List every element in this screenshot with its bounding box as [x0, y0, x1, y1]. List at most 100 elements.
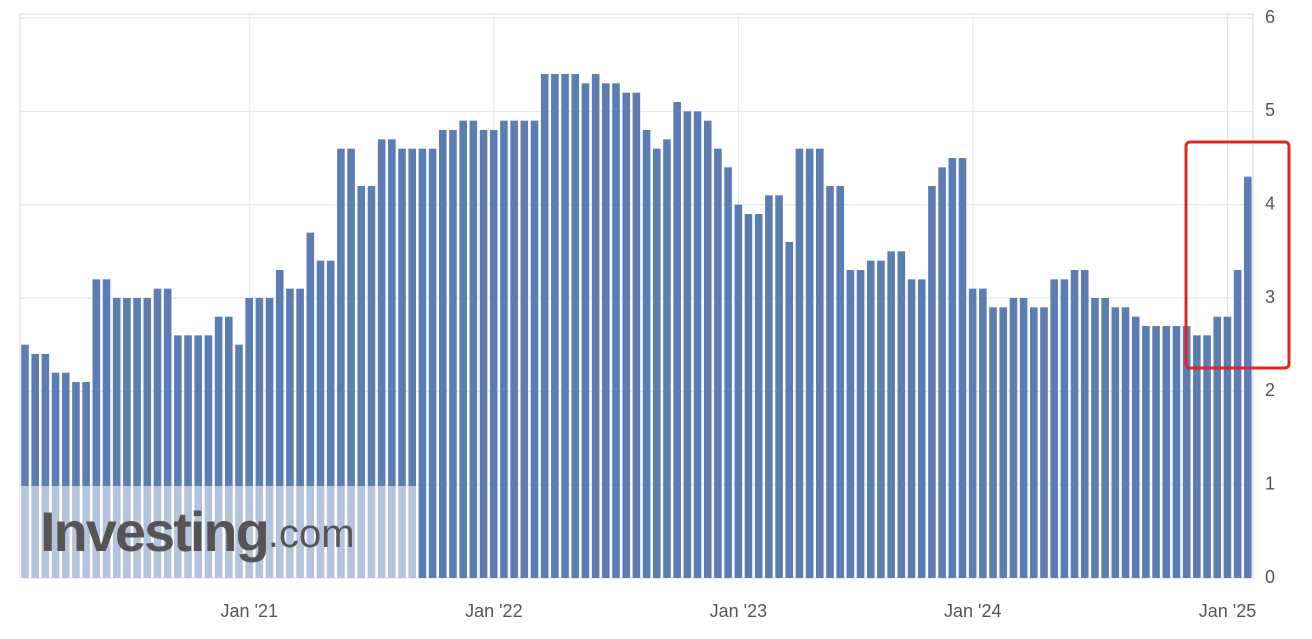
- bar: [846, 270, 855, 578]
- bar: [581, 83, 590, 578]
- bar: [1050, 279, 1058, 578]
- bar: [123, 298, 131, 578]
- bar: [612, 83, 620, 578]
- bar: [174, 335, 182, 578]
- bar: [388, 139, 396, 579]
- bar: [225, 316, 233, 578]
- bar: [469, 120, 478, 579]
- bar: [326, 260, 335, 578]
- bar: [377, 139, 386, 579]
- bar: [408, 148, 417, 578]
- bar: [1203, 335, 1211, 578]
- bar: [245, 298, 253, 578]
- bar: [1070, 270, 1079, 578]
- bar: [1142, 326, 1150, 578]
- bar: [255, 298, 264, 578]
- watermark: Investing.com: [40, 500, 355, 563]
- bar: [1213, 316, 1222, 578]
- bar: [785, 242, 794, 578]
- bar: [571, 74, 580, 578]
- bar: [734, 204, 743, 578]
- bar: [418, 148, 427, 578]
- x-tick-label: Jan '25: [1199, 601, 1256, 621]
- bar: [928, 186, 936, 578]
- bar: [143, 298, 152, 578]
- bar: [1121, 307, 1130, 578]
- bar: [968, 288, 977, 578]
- bar: [754, 214, 763, 578]
- y-tick-label: 2: [1265, 380, 1275, 400]
- bar: [693, 111, 702, 578]
- y-tick-label: 4: [1265, 193, 1275, 213]
- bar: [438, 130, 447, 578]
- bar: [520, 120, 529, 579]
- bar: [1060, 279, 1069, 578]
- y-tick-label: 1: [1265, 473, 1275, 493]
- bar: [663, 139, 671, 579]
- bar: [1101, 298, 1109, 578]
- bar: [714, 148, 722, 578]
- bar: [877, 260, 885, 578]
- bar: [102, 279, 111, 578]
- bar: [561, 74, 569, 578]
- bar: [112, 298, 121, 578]
- bars: [21, 74, 1252, 579]
- x-tick-label: Jan '21: [221, 601, 278, 621]
- bar: [235, 344, 243, 578]
- bar: [286, 288, 294, 578]
- x-tick-label: Jan '22: [465, 601, 522, 621]
- bar: [673, 102, 681, 578]
- bar: [204, 335, 213, 578]
- bar: [306, 232, 315, 578]
- bar: [163, 288, 172, 578]
- bar: [1244, 176, 1252, 578]
- bar: [296, 288, 304, 578]
- bar: [1172, 326, 1181, 578]
- bar: [316, 260, 325, 578]
- bar: [510, 120, 518, 579]
- bar: [133, 298, 141, 578]
- bar: [989, 307, 997, 578]
- bar: [1009, 298, 1018, 578]
- bar: [275, 270, 284, 578]
- bar: [61, 372, 70, 578]
- bar: [887, 251, 895, 579]
- bar: [602, 83, 610, 578]
- bar: [642, 130, 651, 578]
- bar: [591, 74, 600, 578]
- x-tick-label: Jan '23: [710, 601, 767, 621]
- bar: [938, 167, 946, 579]
- y-tick-label: 0: [1265, 567, 1275, 587]
- bar: [1182, 326, 1191, 578]
- bar: [1193, 335, 1201, 578]
- watermark-backdrop: [20, 486, 418, 578]
- watermark-brand: Investing: [40, 500, 268, 563]
- bar: [816, 148, 824, 578]
- bar: [826, 186, 834, 578]
- bar: [1019, 298, 1028, 578]
- bar: [856, 270, 865, 578]
- bar: [31, 354, 39, 578]
- bar: [41, 354, 50, 578]
- bar: [775, 195, 783, 579]
- bar: [1152, 326, 1160, 578]
- bar: [1223, 316, 1232, 578]
- bar: [1162, 326, 1171, 578]
- bar: [724, 167, 732, 579]
- bar: [999, 307, 1008, 578]
- bar: [897, 251, 906, 579]
- bar: [51, 372, 60, 578]
- bar: [1111, 307, 1120, 578]
- bar: [551, 74, 559, 578]
- bar: [622, 92, 631, 579]
- bar: [805, 148, 814, 578]
- bar: [449, 130, 457, 578]
- bar: [703, 120, 712, 579]
- bar: [979, 288, 987, 578]
- bar: [92, 279, 101, 578]
- bar: [836, 186, 844, 578]
- bar: [500, 120, 508, 579]
- bar: [214, 316, 223, 578]
- bar: [632, 92, 641, 579]
- bar: [357, 186, 366, 578]
